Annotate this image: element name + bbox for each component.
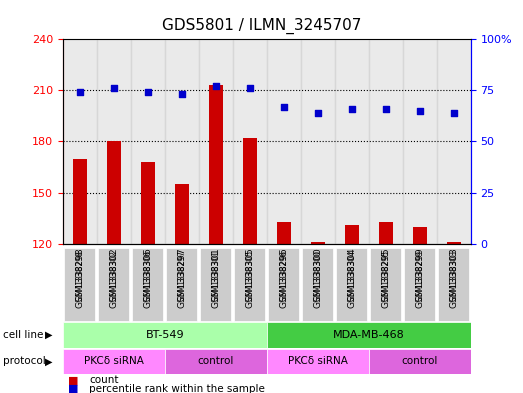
Text: GSM1338305: GSM1338305 xyxy=(245,250,254,301)
Point xyxy=(245,85,254,92)
Bar xyxy=(413,227,426,244)
Bar xyxy=(369,39,403,244)
FancyBboxPatch shape xyxy=(404,248,435,321)
Text: GSM1338299: GSM1338299 xyxy=(415,248,424,308)
Text: PKCδ siRNA: PKCδ siRNA xyxy=(288,356,348,366)
Text: GSM1338305: GSM1338305 xyxy=(245,248,254,309)
Text: GSM1338300: GSM1338300 xyxy=(313,248,322,309)
Point xyxy=(381,106,390,112)
Bar xyxy=(233,39,267,244)
FancyBboxPatch shape xyxy=(267,349,369,374)
FancyBboxPatch shape xyxy=(369,349,471,374)
Text: percentile rank within the sample: percentile rank within the sample xyxy=(89,384,265,393)
Text: GSM1338298: GSM1338298 xyxy=(75,248,84,308)
Bar xyxy=(209,85,222,244)
Text: GSM1338301: GSM1338301 xyxy=(211,250,220,301)
Text: ▶: ▶ xyxy=(45,330,52,340)
Text: MDA-MB-468: MDA-MB-468 xyxy=(333,330,405,340)
Text: GSM1338299: GSM1338299 xyxy=(415,250,424,301)
Bar xyxy=(199,39,233,244)
FancyBboxPatch shape xyxy=(438,248,469,321)
Text: GSM1338304: GSM1338304 xyxy=(347,248,356,308)
Text: GSM1338302: GSM1338302 xyxy=(109,250,118,301)
Bar xyxy=(437,39,471,244)
Bar xyxy=(277,222,290,244)
Bar xyxy=(447,242,460,244)
Text: PKCδ siRNA: PKCδ siRNA xyxy=(84,356,144,366)
Bar xyxy=(73,158,86,244)
Text: ■: ■ xyxy=(68,384,78,393)
Bar xyxy=(301,39,335,244)
FancyBboxPatch shape xyxy=(370,248,401,321)
Text: GSM1338297: GSM1338297 xyxy=(177,250,186,301)
Bar xyxy=(267,39,301,244)
Text: GSM1338304: GSM1338304 xyxy=(347,250,356,301)
Point xyxy=(449,110,458,116)
Text: cell line: cell line xyxy=(3,330,43,340)
Text: GSM1338295: GSM1338295 xyxy=(381,250,390,301)
Bar xyxy=(107,141,120,244)
Text: protocol: protocol xyxy=(3,356,46,366)
FancyBboxPatch shape xyxy=(98,248,129,321)
FancyBboxPatch shape xyxy=(166,248,197,321)
Point xyxy=(415,108,424,114)
Point xyxy=(143,89,152,95)
Bar xyxy=(141,162,154,244)
Bar xyxy=(243,138,256,244)
Point xyxy=(109,85,118,92)
Text: GSM1338301: GSM1338301 xyxy=(211,248,220,309)
Point xyxy=(75,89,84,95)
Text: GSM1338303: GSM1338303 xyxy=(449,250,458,301)
FancyBboxPatch shape xyxy=(302,248,333,321)
Text: ■: ■ xyxy=(68,375,78,386)
Text: count: count xyxy=(89,375,118,386)
FancyBboxPatch shape xyxy=(336,248,367,321)
Text: GSM1338303: GSM1338303 xyxy=(449,248,458,309)
Text: ▶: ▶ xyxy=(45,356,52,366)
FancyBboxPatch shape xyxy=(234,248,265,321)
Bar xyxy=(379,222,392,244)
FancyBboxPatch shape xyxy=(267,322,471,348)
Bar xyxy=(165,39,199,244)
Text: GDS5801 / ILMN_3245707: GDS5801 / ILMN_3245707 xyxy=(162,18,361,34)
Text: control: control xyxy=(402,356,438,366)
Bar xyxy=(403,39,437,244)
Point xyxy=(313,110,322,116)
Text: GSM1338297: GSM1338297 xyxy=(177,248,186,308)
Text: BT-549: BT-549 xyxy=(145,330,184,340)
Point xyxy=(279,104,288,110)
FancyBboxPatch shape xyxy=(165,349,267,374)
Text: GSM1338306: GSM1338306 xyxy=(143,250,152,301)
Bar xyxy=(63,39,97,244)
Text: GSM1338302: GSM1338302 xyxy=(109,248,118,308)
Bar xyxy=(311,242,324,244)
Bar xyxy=(335,39,369,244)
Bar xyxy=(345,225,358,244)
FancyBboxPatch shape xyxy=(200,248,231,321)
Text: GSM1338298: GSM1338298 xyxy=(75,250,84,301)
FancyBboxPatch shape xyxy=(63,322,267,348)
Bar xyxy=(131,39,165,244)
FancyBboxPatch shape xyxy=(268,248,299,321)
FancyBboxPatch shape xyxy=(132,248,163,321)
FancyBboxPatch shape xyxy=(63,349,165,374)
Bar xyxy=(175,184,188,244)
Bar xyxy=(97,39,131,244)
Text: GSM1338296: GSM1338296 xyxy=(279,248,288,308)
Text: GSM1338300: GSM1338300 xyxy=(313,250,322,301)
Point xyxy=(347,106,356,112)
Text: GSM1338306: GSM1338306 xyxy=(143,248,152,309)
Point xyxy=(177,91,186,97)
Text: control: control xyxy=(198,356,234,366)
Text: GSM1338295: GSM1338295 xyxy=(381,248,390,308)
Point xyxy=(211,83,220,90)
FancyBboxPatch shape xyxy=(64,248,95,321)
Text: GSM1338296: GSM1338296 xyxy=(279,250,288,301)
